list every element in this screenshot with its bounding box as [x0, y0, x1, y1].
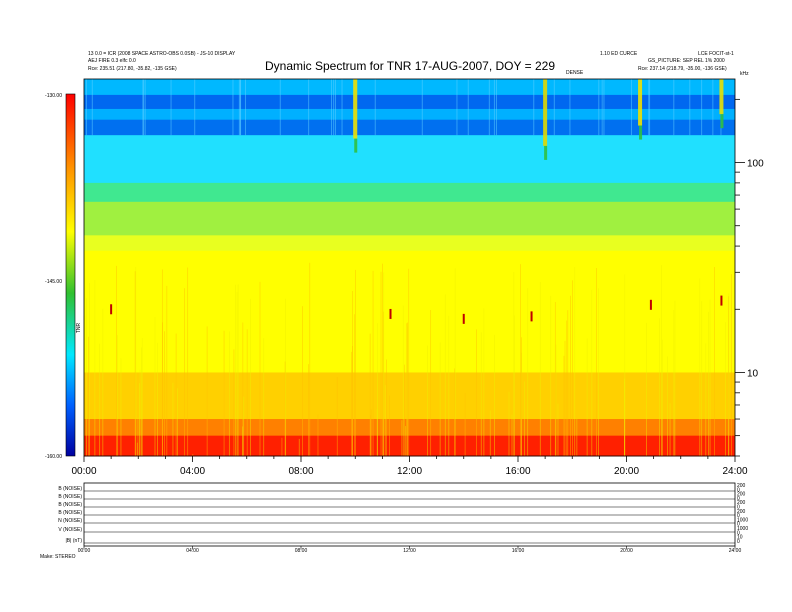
header-left-line3: Rce: 235.51 (217.80, -35.82, -135 GSE) — [88, 66, 177, 72]
header-right-line1a: 1.10 ED CURCE — [600, 51, 638, 57]
spectrogram-bursts — [353, 79, 724, 160]
radio-burst-tail-1 — [544, 145, 548, 160]
spectrum-band-10 — [84, 419, 735, 437]
panel-right-label-9: 0 — [737, 522, 740, 528]
time-tick-label-4: 16:00 — [505, 466, 530, 477]
bottom-panel-rows: B (NOISE) B (NOISE) B (NOISE) B (NOISE) N (N… — [58, 483, 748, 545]
panel-right-label-11: 0 — [737, 530, 740, 536]
time-axis: 00:00 04:00 08:00 12:00 16:00 20:00 24:00 — [71, 456, 748, 477]
panel-row-label-0: B (NOISE) — [58, 486, 82, 492]
frequency-axis: 10 100 — [735, 98, 764, 457]
time-tick-label-2: 08:00 — [288, 466, 313, 477]
spectrum-spot — [389, 308, 392, 319]
colorbar-label-bottom: -160.00 — [45, 454, 62, 460]
header-right-line2: GS_PICTURE: SEP REL 1% 2000 — [648, 58, 725, 64]
panel-time-label-4: 16:00 — [512, 548, 525, 554]
panel-right-label-8: 1000 — [737, 517, 748, 523]
y-units-label: kHz — [740, 71, 749, 77]
spectrum-band-11 — [84, 435, 735, 457]
panel-time-label-1: 04:00 — [186, 548, 199, 554]
colorbar — [65, 93, 76, 457]
panel-time-label-5: 20:00 — [620, 548, 633, 554]
panel-right-label-5: 0 — [737, 505, 740, 511]
time-tick-label-1: 04:00 — [180, 466, 205, 477]
footer-label: Make: STEREO — [40, 554, 76, 560]
panel-time-label-0: 00:00 — [78, 548, 91, 554]
spectrum-band-1 — [84, 94, 735, 110]
radio-burst-tail-3 — [720, 114, 724, 129]
panel-right-label-4: 200 — [737, 500, 746, 506]
panel-row-label-2: B (NOISE) — [58, 502, 82, 508]
colorbar-label-top: -130.00 — [45, 93, 62, 99]
spectrum-spot — [110, 304, 113, 315]
radio-burst-3 — [719, 79, 724, 115]
header-left-line2: AEJ FIRE 0.3 elfc 0.0 — [88, 58, 136, 64]
panel-time-label-2: 08:00 — [295, 548, 308, 554]
time-tick-label-0: 00:00 — [71, 466, 96, 477]
spectrogram-streaks — [83, 79, 732, 456]
panel-time-label-6: 24:00 — [729, 548, 742, 554]
spectrum-band-5 — [84, 182, 735, 203]
dense-label: DENSE — [566, 70, 584, 76]
panel-right-label-13: 0 — [737, 539, 740, 545]
spectrum-band-3 — [84, 119, 735, 136]
panel-row-label-5: V (NOISE) — [58, 527, 82, 533]
radio-burst-2 — [638, 79, 643, 126]
radio-burst-1 — [543, 79, 548, 146]
spectrum-spot — [530, 311, 533, 322]
frequency-tick-label-100: 100 — [747, 159, 764, 170]
colorbar-side-label: TNR — [76, 322, 82, 333]
radio-burst-tail-2 — [639, 125, 643, 140]
spectrum-spot — [649, 299, 652, 310]
spectrum-band-9 — [84, 372, 735, 420]
radio-burst-0 — [353, 79, 358, 139]
panel-right-label-0: 200 — [737, 483, 746, 489]
panel-right-label-1: 0 — [737, 487, 740, 493]
panel-right-label-12: 10 — [737, 535, 743, 541]
spectrum-band-0 — [84, 79, 735, 96]
panel-row-label-6: |B| (nT) — [66, 538, 83, 544]
panel-time-label-3: 12:00 — [403, 548, 416, 554]
spectrum-band-2 — [84, 108, 735, 121]
header-right-line1b: LCE FOCIT-st-1 — [698, 51, 734, 57]
chart-title: Dynamic Spectrum for TNR 17-AUG-2007, DO… — [265, 59, 555, 73]
time-tick-label-5: 20:00 — [614, 466, 639, 477]
panel-row-label-4: N (NOISE) — [58, 518, 82, 524]
spectrum-spot — [720, 295, 723, 306]
spectrum-band-8 — [84, 250, 735, 373]
panel-right-label-6: 200 — [737, 509, 746, 515]
panel-row-label-1: B (NOISE) — [58, 494, 82, 500]
time-tick-label-3: 12:00 — [397, 466, 422, 477]
time-tick-label-6: 24:00 — [722, 466, 747, 477]
spectrogram-bands — [84, 79, 735, 457]
spectrum-band-6 — [84, 201, 735, 236]
panel-right-label-3: 0 — [737, 496, 740, 502]
spectrum-spot — [462, 313, 465, 324]
frequency-tick-label-10: 10 — [747, 368, 759, 379]
panel-row-label-3: B (NOISE) — [58, 510, 82, 516]
radio-burst-tail-0 — [354, 138, 358, 153]
spectrum-band-4 — [84, 135, 735, 184]
colorbar-label-mid: -145.00 — [45, 279, 62, 285]
panel-right-label-7: 0 — [737, 513, 740, 519]
header-left-line1: 13 0.0 = ICR (2008 SPACE ASTRO-OBS 0.0SB… — [88, 51, 236, 57]
spectrum-band-7 — [84, 235, 735, 252]
bottom-panel-time-axis: 00:00 04:00 08:00 12:00 16:00 20:00 24:00 — [78, 546, 742, 554]
panel-right-label-2: 200 — [737, 492, 746, 498]
panel-right-label-10: 1000 — [737, 526, 748, 532]
header-right-line3: Rce: 237.14 (218.79, -35.00, -136 GSE) — [638, 66, 727, 72]
